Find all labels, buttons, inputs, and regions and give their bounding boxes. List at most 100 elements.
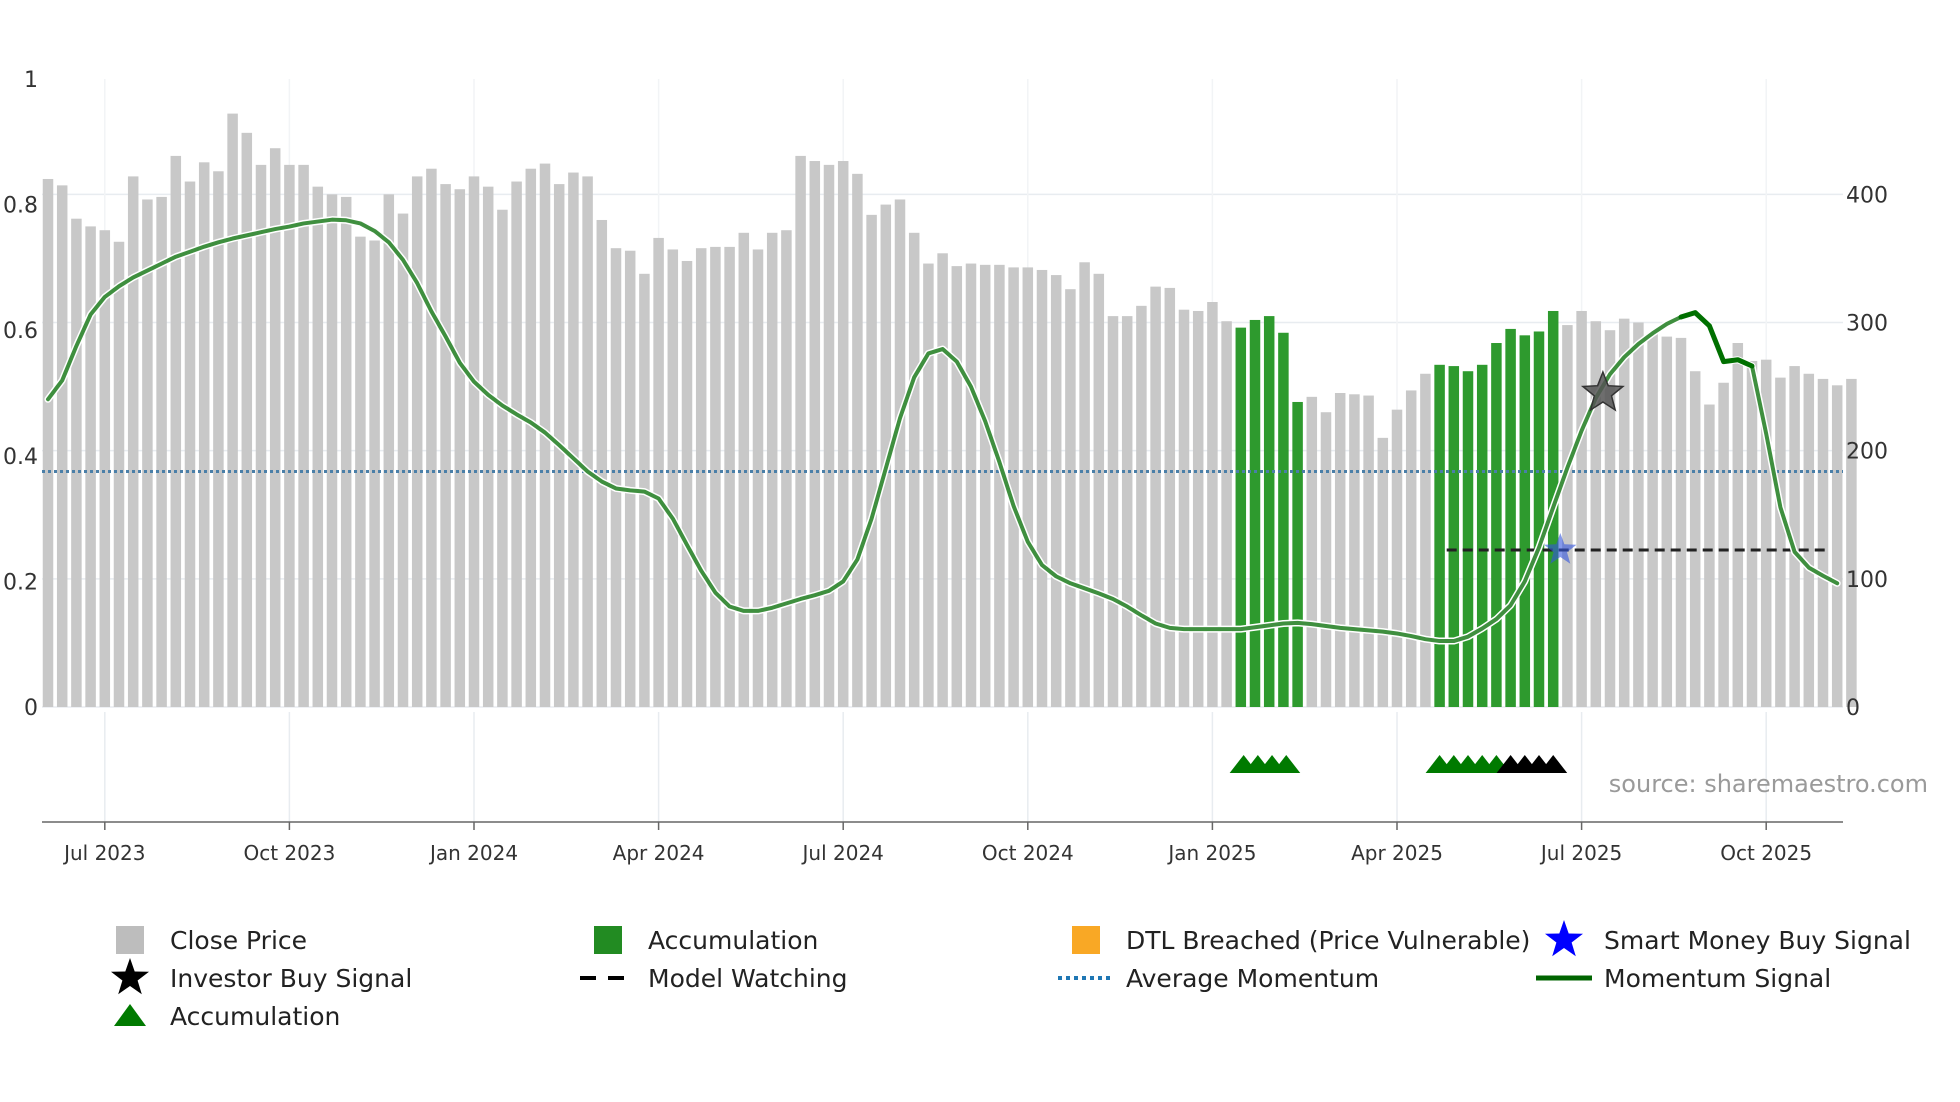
close-price-bar xyxy=(269,148,281,708)
close-price-bar xyxy=(1562,325,1573,707)
left-y-tick-label: 1 xyxy=(24,68,38,93)
close-price-bar xyxy=(426,168,437,707)
x-tick-label: Apr 2024 xyxy=(613,841,705,865)
close-price-bar xyxy=(1817,378,1829,707)
close-price-bar xyxy=(1633,322,1644,707)
accumulation-bar xyxy=(1491,343,1502,707)
close-price-bar xyxy=(440,184,451,707)
legend: Close Price Accumulation DTL Breached (Pri… xyxy=(111,920,1911,1031)
close-price-bar xyxy=(85,226,96,707)
close-price-bar xyxy=(170,155,182,708)
close-price-bar xyxy=(482,186,494,707)
accumulation-bar xyxy=(1292,401,1303,707)
close-price-bar xyxy=(326,194,338,708)
close-price-bar xyxy=(568,172,579,707)
close-price-bar xyxy=(42,178,54,707)
x-tick-label: Oct 2025 xyxy=(1720,841,1812,865)
close-price-bar xyxy=(127,176,139,708)
close-price-bar xyxy=(1093,273,1105,707)
accumulation-bar xyxy=(1476,364,1488,707)
close-price-bar xyxy=(369,240,380,707)
close-price-bar xyxy=(1420,373,1431,707)
close-price-bar xyxy=(1107,316,1119,707)
close-price-bar xyxy=(1363,395,1374,707)
close-price-bar xyxy=(525,168,537,707)
close-price-bar xyxy=(781,230,792,707)
axes-layer: Jul 2023 Oct 2023 Jan 2024 Apr 2024 Jul 2024… xyxy=(3,68,1888,865)
close-price-bar xyxy=(241,132,253,708)
close-price-bar xyxy=(1008,267,1019,707)
close-price-bar xyxy=(809,161,821,708)
x-tick-label: Jan 2025 xyxy=(1166,841,1256,865)
close-price-bar xyxy=(511,181,522,707)
close-price-bar xyxy=(738,232,750,708)
close-price-bar xyxy=(1079,262,1090,707)
close-price-bar xyxy=(71,218,82,708)
close-price-bar xyxy=(156,196,167,707)
accumulation-bar xyxy=(1505,328,1516,707)
x-tick-label: Jul 2025 xyxy=(1539,841,1622,865)
close-price-bar xyxy=(1803,373,1815,707)
close-price-bar xyxy=(837,161,849,708)
close-price-bar xyxy=(1377,437,1389,707)
right-y-tick-label: 0 xyxy=(1846,696,1860,721)
legend-label: Accumulation xyxy=(648,926,818,955)
left-y-tick-label: 0.4 xyxy=(3,445,38,470)
legend-item: Average Momentum xyxy=(1058,964,1379,993)
close-price-bar xyxy=(724,246,735,708)
close-price-bar xyxy=(1718,382,1729,707)
legend-label: Accumulation xyxy=(170,1002,340,1031)
accumulation-triangle xyxy=(1272,755,1301,773)
legend-swatch-star xyxy=(111,958,149,995)
left-y-tick-label: 0.2 xyxy=(3,570,38,595)
close-price-bar xyxy=(1150,286,1161,707)
accumulation-bar xyxy=(1263,316,1275,707)
legend-item: Smart Money Buy Signal xyxy=(1545,920,1911,957)
legend-item: Model Watching xyxy=(580,964,848,993)
close-price-bar xyxy=(1604,330,1616,707)
investor-buy-signal-star xyxy=(1580,369,1625,412)
legend-swatch-square xyxy=(1072,926,1100,954)
close-price-bar xyxy=(142,199,153,708)
close-price-bar xyxy=(1178,309,1190,707)
close-price-bar xyxy=(198,162,210,707)
close-price-bar xyxy=(1320,412,1332,707)
close-price-bar xyxy=(1689,371,1701,707)
close-price-bar xyxy=(1121,316,1133,707)
right-y-tick-label: 300 xyxy=(1846,312,1888,337)
close-price-bar xyxy=(695,248,707,707)
close-price-bar xyxy=(667,249,679,707)
close-price-bar xyxy=(468,176,480,708)
close-price-bar xyxy=(383,194,395,708)
close-price-bar xyxy=(227,113,238,708)
accumulation-bar xyxy=(1462,371,1474,707)
close-price-bar xyxy=(298,164,309,707)
close-price-bar xyxy=(610,248,622,707)
close-price-bar xyxy=(284,164,295,707)
close-price-bar xyxy=(894,199,906,708)
close-price-bar xyxy=(1221,321,1232,707)
close-price-bar xyxy=(1164,287,1176,707)
right-y-tick-label: 400 xyxy=(1846,183,1888,208)
close-price-bar xyxy=(710,246,721,708)
close-price-bar xyxy=(1136,305,1147,707)
close-price-bar xyxy=(908,232,920,708)
close-price-bar xyxy=(184,181,196,707)
close-price-bar xyxy=(681,260,693,707)
close-price-bar xyxy=(312,186,324,707)
close-price-bar xyxy=(823,164,835,707)
x-tick-label: Apr 2025 xyxy=(1351,841,1443,865)
close-price-bar xyxy=(1207,302,1218,707)
legend-swatch-square xyxy=(594,926,622,954)
left-y-tick-label: 0 xyxy=(24,696,38,721)
x-tick-label: Oct 2023 xyxy=(243,841,335,865)
legend-item: Close Price xyxy=(116,926,307,955)
right-y-tick-label: 200 xyxy=(1846,440,1888,465)
close-price-bar xyxy=(653,237,664,707)
close-price-bar xyxy=(1675,337,1687,707)
close-price-bar xyxy=(113,241,125,708)
legend-label: Average Momentum xyxy=(1126,964,1379,993)
close-price-bar xyxy=(1647,332,1658,707)
close-price-bar xyxy=(624,250,636,707)
smart-money-buy-signal-star xyxy=(1544,533,1577,564)
